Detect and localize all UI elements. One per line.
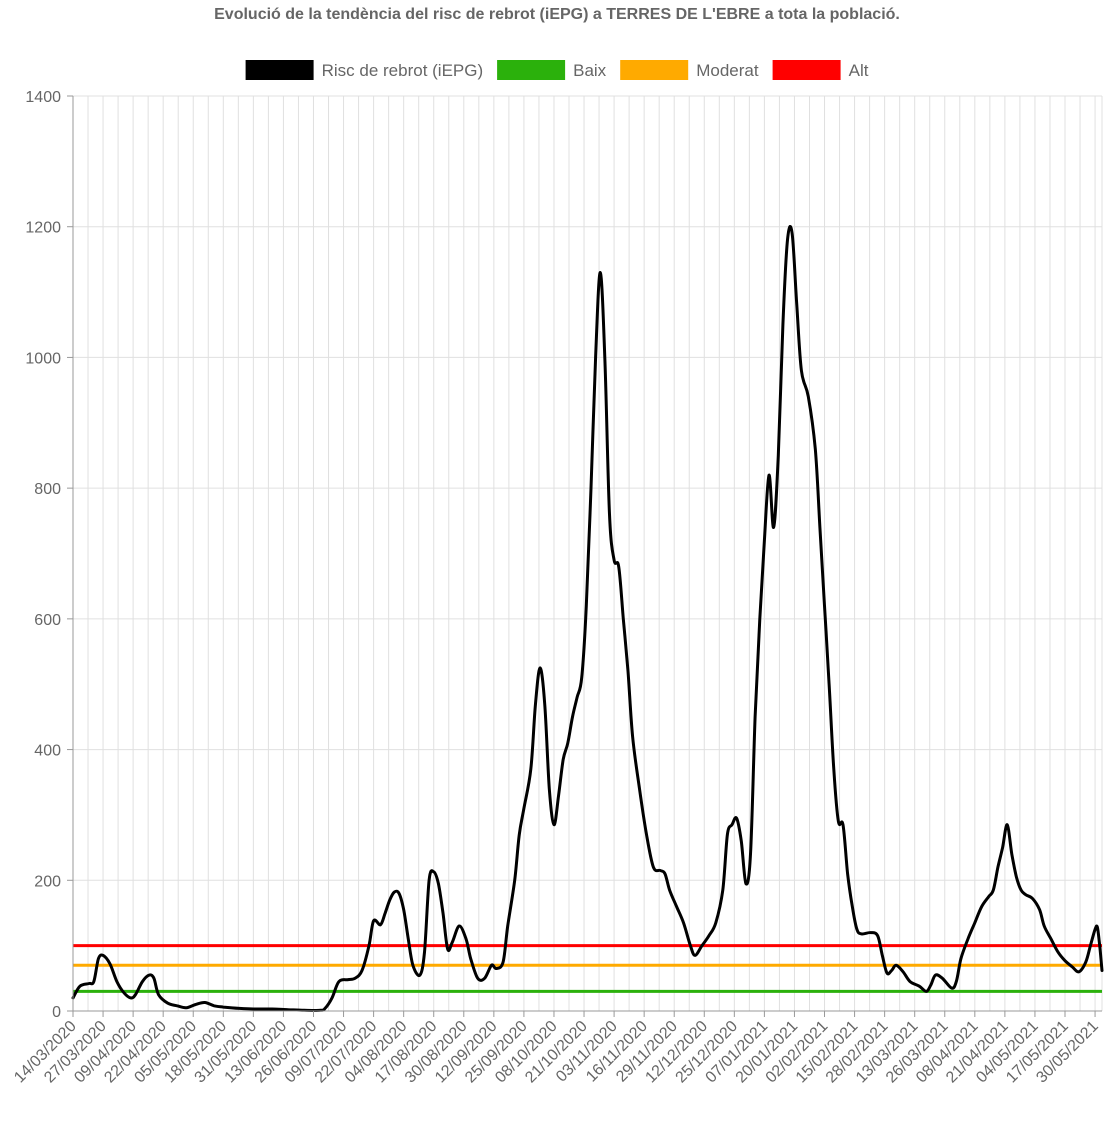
legend-label: Moderat xyxy=(696,61,759,80)
x-axis-labels: 14/03/202027/03/202009/04/202022/04/2020… xyxy=(11,1018,1102,1087)
legend-swatch xyxy=(497,60,566,80)
legend-swatch xyxy=(245,60,314,80)
axes xyxy=(67,95,1102,1017)
y-tick-label: 200 xyxy=(34,873,61,890)
y-tick-label: 1000 xyxy=(25,350,61,367)
y-axis-labels: 0 200 400 600 800 1000 1200 1400 xyxy=(25,89,61,1021)
legend-item-baix[interactable]: Baix xyxy=(497,60,607,80)
legend-label: Risc de rebrot (iEPG) xyxy=(322,61,484,80)
y-tick-label: 1200 xyxy=(25,220,61,237)
legend-label: Alt xyxy=(849,61,869,80)
y-tick-label: 600 xyxy=(34,612,61,629)
grid xyxy=(72,95,1103,1012)
legend-swatch xyxy=(620,60,689,80)
series-line-iepg xyxy=(71,225,1104,1013)
legend-swatch xyxy=(772,60,841,80)
y-tick-label: 0 xyxy=(52,1004,61,1021)
y-tick-label: 800 xyxy=(34,481,61,498)
chart-title: Evolució de la tendència del risc de reb… xyxy=(214,6,900,23)
legend-label: Baix xyxy=(573,61,607,80)
legend[interactable]: Risc de rebrot (iEPG) Baix Moderat Alt xyxy=(245,60,869,80)
legend-item-risc-de-rebrot-iepg[interactable]: Risc de rebrot (iEPG) xyxy=(245,60,484,80)
series-layer xyxy=(71,225,1104,1013)
y-tick-label: 400 xyxy=(34,743,61,760)
legend-item-alt[interactable]: Alt xyxy=(772,60,869,80)
y-tick-label: 1400 xyxy=(25,89,61,106)
legend-item-moderat[interactable]: Moderat xyxy=(620,60,759,80)
